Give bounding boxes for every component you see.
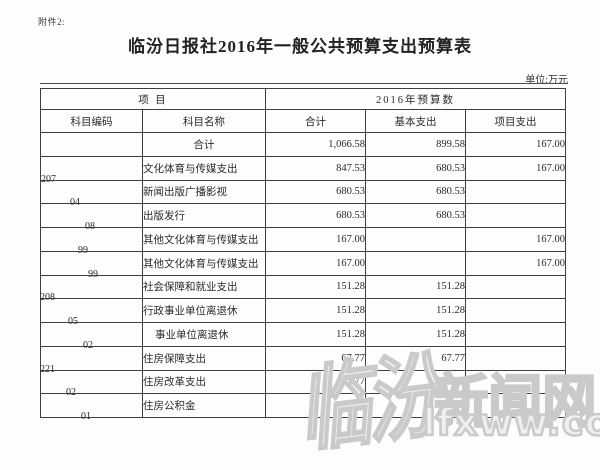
subject-name-cell: 新闻出版广播影视 [142, 179, 266, 205]
total-amount-cell: 1,066.58 [265, 132, 366, 157]
subject-name-cell: 文化体育与传媒支出 [142, 155, 266, 181]
subject-code-cell: 08 [40, 203, 143, 232]
header-row-columns: 科目编码 科目名称 合计 基本支出 项目支出 [40, 109, 567, 133]
table-row: 合计 1,066.58 899.58 167.00 [40, 132, 567, 157]
subject-name-cell: 住房改革支出 [142, 369, 266, 395]
subject-code-cell: 04 [40, 179, 143, 208]
basic-amount-cell: 67.77 [365, 369, 466, 395]
basic-amount-cell [365, 250, 466, 276]
subject-code-cell: 207 [40, 155, 143, 184]
page-title: 临汾日报社2016年一般公共预算支出预算表 [128, 37, 472, 56]
subject-name-cell: 行政事业单位离退休 [142, 298, 266, 323]
subject-name-cell: 其他文化体育与传媒支出 [142, 227, 266, 252]
project-amount-cell: 167.00 [464, 250, 567, 276]
table-row: 99 其他文化体育与传媒支出 167.00 167.00 [40, 250, 567, 279]
subject-name-cell: 事业单位离退休 [142, 322, 266, 347]
subject-code: 99 [88, 268, 98, 280]
unit-note: 单位:万元 [525, 75, 568, 86]
basic-amount-cell: 67.77 [365, 345, 466, 371]
total-amount-cell: 680.53 [265, 203, 366, 228]
total-amount-cell: 67.77 [265, 345, 366, 371]
project-amount-cell [464, 274, 567, 300]
col-header-subject-code: 科目编码 [40, 109, 143, 133]
subject-name-cell: 社会保障和就业支出 [142, 274, 266, 300]
subject-code-cell [40, 132, 143, 157]
total-amount-cell: 167.00 [265, 250, 366, 276]
table-row: 01 住房公积金 67.77 67.77 [40, 393, 567, 422]
subject-code-cell: 99 [40, 250, 143, 279]
project-amount-cell: 167.00 [464, 155, 567, 181]
col-header-project-expense: 项目支出 [464, 109, 567, 133]
subject-code: 05 [68, 316, 78, 327]
attachment-note: 附件2: [38, 17, 66, 27]
project-amount-cell [464, 369, 567, 395]
header-row-groups: 项 目 2016年预算数 [40, 88, 567, 110]
header-project-group: 项 目 [40, 88, 266, 110]
project-amount-cell [464, 345, 567, 371]
basic-amount-cell: 67.77 [365, 393, 466, 418]
basic-amount-cell: 680.53 [365, 155, 466, 181]
project-amount-cell: 167.00 [464, 227, 567, 252]
subject-code-cell: 99 [40, 227, 143, 255]
subject-name-cell: 住房保障支出 [142, 345, 266, 371]
table-row: 05 行政事业单位离退休 151.28 151.28 [40, 298, 567, 327]
unit-rule-line [40, 83, 568, 84]
table-row: 208 社会保障和就业支出 151.28 151.28 [40, 274, 567, 303]
basic-amount-cell: 680.53 [365, 179, 466, 205]
table-row: 08 出版发行 680.53 680.53 [40, 203, 567, 232]
total-amount-cell: 151.28 [265, 322, 366, 347]
project-amount-cell [464, 393, 567, 418]
budget-table: 项 目 2016年预算数 科目编码 科目名称 合计 基本支出 项目支出 合计 1,… [40, 88, 567, 422]
project-amount-cell [464, 322, 567, 347]
subject-code-cell: 05 [40, 298, 143, 327]
subject-code-cell: 221 [40, 345, 143, 374]
subject-name-cell: 合计 [142, 132, 266, 157]
table-row: 04 新闻出版广播影视 680.53 680.53 [40, 179, 567, 208]
subject-code: 02 [83, 339, 93, 351]
subject-code: 02 [66, 387, 76, 399]
subject-code-cell: 02 [40, 322, 143, 350]
table-row: 221 住房保障支出 67.77 67.77 [40, 345, 567, 374]
project-amount-cell [464, 298, 567, 323]
subject-code: 207 [41, 173, 56, 185]
basic-amount-cell: 151.28 [365, 322, 466, 347]
project-amount-cell [464, 203, 567, 228]
header-budget-group: 2016年预算数 [264, 88, 567, 110]
subject-code: 221 [40, 363, 55, 375]
table-row: 207 文化体育与传媒支出 847.53 680.53 167.00 [40, 155, 567, 184]
table-row: 02 住房改革支出 67.77 67.77 [40, 369, 567, 398]
budget-table-header: 项 目 2016年预算数 科目编码 科目名称 合计 基本支出 项目支出 [40, 88, 567, 133]
col-header-basic-expense: 基本支出 [365, 109, 466, 133]
subject-name-cell: 住房公积金 [142, 393, 266, 418]
subject-code: 99 [78, 244, 88, 256]
subject-code: 08 [85, 221, 95, 232]
col-header-subject-name: 科目名称 [142, 109, 266, 133]
subject-name-cell: 出版发行 [142, 203, 266, 228]
total-amount-cell: 151.28 [265, 274, 366, 300]
basic-amount-cell: 899.58 [365, 132, 466, 157]
basic-amount-cell [365, 227, 466, 252]
project-amount-cell: 167.00 [464, 132, 567, 157]
subject-code-cell: 208 [40, 274, 143, 303]
total-amount-cell: 67.77 [265, 393, 366, 418]
subject-code-cell: 02 [40, 369, 143, 398]
basic-amount-cell: 151.28 [365, 298, 466, 323]
basic-amount-cell: 680.53 [365, 203, 466, 228]
total-amount-cell: 680.53 [265, 179, 366, 205]
subject-code: 01 [81, 411, 91, 422]
subject-code-cell: 01 [40, 393, 143, 422]
table-row: 02 事业单位离退休 151.28 151.28 [40, 322, 567, 350]
basic-amount-cell: 151.28 [365, 274, 466, 300]
total-amount-cell: 167.00 [265, 227, 366, 252]
subject-name-cell: 其他文化体育与传媒支出 [142, 250, 266, 276]
project-amount-cell [464, 179, 567, 205]
col-header-total: 合计 [265, 109, 366, 133]
subject-code: 04 [70, 197, 80, 209]
total-amount-cell: 847.53 [265, 155, 366, 181]
table-row: 99 其他文化体育与传媒支出 167.00 167.00 [40, 227, 567, 255]
budget-table-body: 合计 1,066.58 899.58 167.00 207 文化体育与传媒支出 847.53… [40, 132, 567, 422]
total-amount-cell: 151.28 [265, 298, 366, 323]
total-amount-cell: 67.77 [265, 369, 366, 395]
subject-code: 208 [40, 292, 55, 304]
